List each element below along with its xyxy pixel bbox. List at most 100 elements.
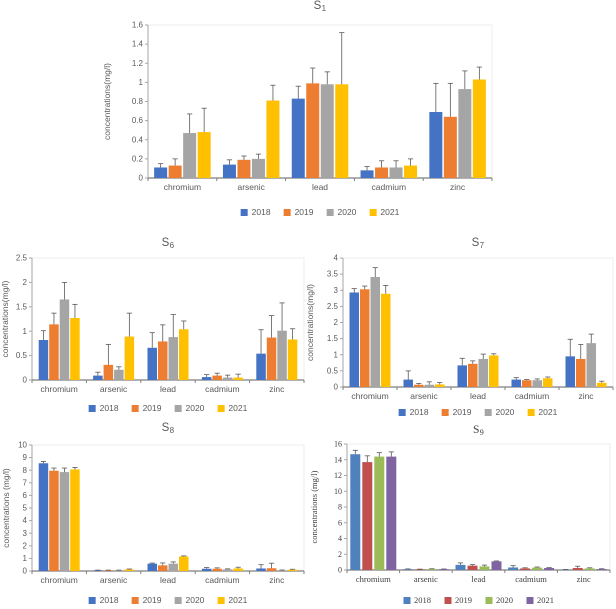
bar xyxy=(478,358,488,387)
plot-area: 0 1 2 3 4 5 6 7 8 9 10 concentrations (mg/l) chromiu… xyxy=(1,441,305,585)
legend-label: 2019 xyxy=(452,407,472,417)
legend-swatch-icon xyxy=(441,408,449,416)
category-label: chromium xyxy=(164,182,201,192)
y-tick-label: 2 xyxy=(338,550,342,559)
bar xyxy=(360,289,370,387)
bar xyxy=(429,112,443,178)
y-axis-label: concentrations (mg/l) xyxy=(1,468,11,548)
y-tick-label: 1.5 xyxy=(327,334,339,343)
y-tick-label: 0 xyxy=(23,567,28,576)
y-tick-label: 8 xyxy=(338,503,342,512)
y-tick-label: 9 xyxy=(23,453,28,462)
bar xyxy=(404,165,418,178)
y-tick-label: 2.5 xyxy=(327,302,339,311)
bar xyxy=(597,382,607,387)
chart-title: S9 xyxy=(419,424,539,437)
y-tick-label: 14 xyxy=(334,455,342,464)
legend-label: 2020 xyxy=(495,407,515,417)
error-bars xyxy=(352,449,605,570)
bar xyxy=(256,568,266,571)
category-label: cadmium xyxy=(515,391,549,401)
y-axis: 0 1 2 3 4 5 6 7 8 9 10 xyxy=(18,441,33,576)
y-axis-label: concentrations (mg/l) xyxy=(309,470,319,543)
legend-label: 2021 xyxy=(380,207,400,217)
bar xyxy=(491,561,502,570)
legend-label: 2021 xyxy=(228,403,248,413)
bar xyxy=(414,569,425,570)
legend-label: 2019 xyxy=(294,207,314,217)
legend-label: 2020 xyxy=(496,595,513,605)
category-label: chromium xyxy=(356,574,391,584)
bar xyxy=(565,356,575,387)
legend-item: 2018 xyxy=(88,403,119,413)
legend-label: 2019 xyxy=(142,595,162,605)
bar xyxy=(38,339,49,380)
category-label: lead xyxy=(160,575,176,585)
category-label: arsenic xyxy=(100,384,128,394)
bar xyxy=(49,470,59,571)
bar xyxy=(277,330,287,380)
bar xyxy=(520,568,531,570)
legend-label: 2021 xyxy=(228,595,248,605)
legend-swatch-icon xyxy=(240,208,248,216)
bar xyxy=(201,568,212,571)
legend-item: 2020 xyxy=(484,407,515,417)
legend: 2018 2019 2020 2021 xyxy=(403,595,554,605)
bar xyxy=(403,379,413,387)
category-label: zinc xyxy=(578,391,594,401)
bar xyxy=(508,567,519,570)
bar xyxy=(424,384,434,387)
legend-item: 2021 xyxy=(217,403,247,413)
bar xyxy=(402,569,413,570)
y-tick-label: 1 xyxy=(334,350,339,359)
bar xyxy=(93,375,103,380)
y-axis: 0 2 4 6 8 10 12 14 16 xyxy=(334,440,348,575)
y-axis: 0 0.5 1 1.5 2 2.5 xyxy=(16,254,33,385)
chart-s8: S8 0 1 2 3 4 5 6 7 8 9 10 concentrations (mg/l) chro… xyxy=(0,420,308,609)
legend-swatch-icon xyxy=(131,404,139,412)
y-tick-label: 10 xyxy=(334,487,342,496)
bar xyxy=(467,565,478,570)
bar xyxy=(179,329,189,380)
chart-s9: S9 0 2 4 6 8 10 12 14 16 concentrations (mg/l) chr… xyxy=(305,420,616,609)
error-bars xyxy=(351,267,605,385)
y-tick-label: 4 xyxy=(23,516,28,525)
chart-title-text: S xyxy=(313,0,322,12)
y-tick-label: 2 xyxy=(334,318,339,327)
category-label: lead xyxy=(160,384,176,394)
category-label: cadmium xyxy=(515,574,547,584)
legend-label: 2018 xyxy=(99,595,119,605)
y-tick-label: 1.6 xyxy=(132,21,144,30)
legend-swatch-icon xyxy=(217,404,225,412)
category-label: arsenic xyxy=(414,574,438,584)
legend-item: 2019 xyxy=(441,407,472,417)
y-tick-label: 16 xyxy=(334,440,342,449)
y-tick-label: 2.5 xyxy=(16,254,28,263)
bar xyxy=(70,469,80,571)
x-axis xyxy=(346,569,611,573)
bar xyxy=(277,570,287,571)
bars xyxy=(349,277,607,387)
category-label: cadmium xyxy=(372,182,406,192)
legend-item: 2018 xyxy=(398,407,429,417)
category-label: lead xyxy=(471,574,486,584)
bar xyxy=(158,565,168,571)
legend-label: 2018 xyxy=(414,595,431,605)
legend-swatch-icon xyxy=(369,208,377,216)
bar xyxy=(375,167,389,178)
legend-swatch-icon xyxy=(527,408,535,416)
chart-s6: S6 0 0.5 1 1.5 2 2.5 concentrations(mg/l) chrom… xyxy=(0,235,308,418)
y-tick-label: 6 xyxy=(23,491,28,500)
y-tick-label: 6 xyxy=(338,518,342,527)
bar xyxy=(560,569,571,571)
bar xyxy=(320,84,334,178)
bar xyxy=(114,570,124,571)
bar xyxy=(435,384,445,387)
category-label: arsenic xyxy=(410,391,438,401)
y-tick-label: 0.5 xyxy=(327,366,339,375)
category-label: zinc xyxy=(450,182,466,192)
legend-item: 2021 xyxy=(217,595,247,605)
category-label: lead xyxy=(470,391,486,401)
bar xyxy=(443,116,457,178)
bar xyxy=(532,380,542,387)
